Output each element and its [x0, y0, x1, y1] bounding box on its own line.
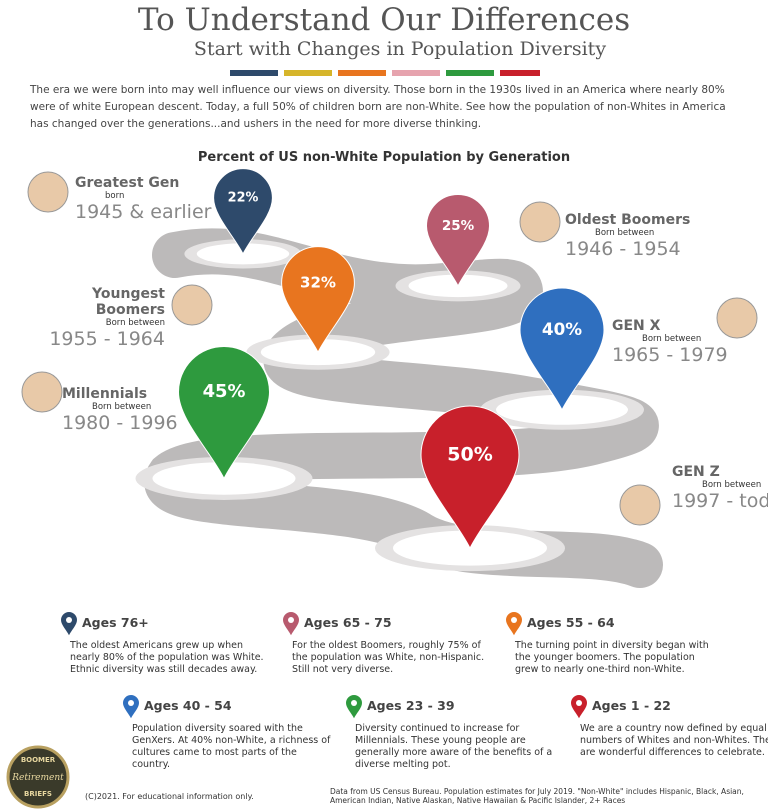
years: 1980 - 1996	[62, 412, 178, 434]
card: Ages 65 - 75 For the oldest Boomers, roug…	[282, 612, 497, 676]
card-ages: Ages 55 - 64	[527, 615, 615, 630]
logo	[6, 745, 70, 809]
card-pin-dot	[351, 700, 357, 706]
avatar	[519, 201, 561, 243]
card-text: The turning point in diversity began wit…	[515, 640, 709, 675]
card-ages: Ages 76+	[82, 615, 149, 630]
avatar	[27, 171, 69, 213]
generation-name: Millennials	[62, 386, 148, 402]
pin	[281, 246, 355, 354]
generation-label: Millennials Born between 1980 - 1996	[62, 386, 212, 434]
subtitle: Start with Changes in Population Diversi…	[193, 38, 607, 60]
years: 1997 - today	[672, 490, 768, 512]
generation-label: Oldest Boomers Born between 1946 - 1954	[565, 212, 715, 260]
years: 1945 & earlier	[75, 201, 212, 223]
avatars	[21, 171, 758, 526]
generation-label: GEN X Born between 1965 - 1979	[612, 318, 762, 366]
card-pin-dot	[511, 617, 517, 623]
card-pin	[123, 695, 139, 719]
color-strip	[446, 70, 494, 76]
avatar	[716, 297, 758, 339]
card: Ages 55 - 64 The turning point in diversi…	[505, 612, 720, 676]
card-pin-dot	[576, 700, 582, 706]
pin	[213, 168, 273, 255]
card-ages: Ages 65 - 75	[304, 615, 392, 630]
card-text: Diversity continued to increase for Mill…	[355, 723, 553, 770]
card-text: For the oldest Boomers, roughly 75% of t…	[292, 640, 485, 675]
generation-name: GEN Z	[672, 464, 720, 480]
born-label: Born between	[642, 334, 702, 344]
card-pin-dot	[288, 617, 294, 623]
copyright: (C)2021. For educational information onl…	[85, 792, 254, 801]
card-pin	[506, 612, 522, 636]
color-strip	[500, 70, 540, 76]
card-pin	[571, 695, 587, 719]
card-pin	[346, 695, 362, 719]
card-ages: Ages 40 - 54	[144, 698, 232, 713]
generation-name: Greatest Gen	[75, 175, 180, 191]
logo-text: BRIEFS	[24, 790, 52, 798]
pin	[420, 405, 520, 550]
years: 1955 - 1964	[49, 328, 165, 350]
card-text: We are a country now defined by equal nu…	[580, 723, 768, 758]
generation-name: GEN X	[612, 318, 661, 334]
card: Ages 1 - 22 We are a country now defined …	[570, 695, 768, 759]
color-strip	[392, 70, 440, 76]
value-label: 50%	[447, 444, 492, 466]
value-label: 45%	[203, 381, 246, 402]
avatar	[619, 484, 661, 526]
color-strip	[338, 70, 386, 76]
value-label: 32%	[300, 274, 336, 292]
value-label: 22%	[228, 191, 259, 206]
card-ages: Ages 23 - 39	[367, 698, 455, 713]
generation-label: Greatest Gen born 1945 & earlier	[75, 175, 225, 223]
color-strip	[230, 70, 278, 76]
value-label: 25%	[442, 218, 475, 234]
generation-label: Youngest Boomers Born between 1955 - 1964	[25, 286, 165, 350]
years: 1946 - 1954	[565, 238, 681, 260]
born-label: born	[105, 191, 125, 201]
chart-title: Percent of US non-White Population by Ge…	[197, 150, 571, 165]
born-label: Born between	[702, 480, 762, 490]
born-label: Born between	[105, 318, 165, 328]
logo-text: BOOMER	[21, 756, 56, 764]
card-text: Population diversity soared with the Gen…	[132, 723, 331, 770]
intro: The era we were born into may well influ…	[30, 84, 726, 130]
born-label: Born between	[595, 228, 655, 238]
pin	[425, 194, 491, 287]
logo-text: Retirement	[11, 773, 64, 783]
card-pin-dot	[128, 700, 134, 706]
card-pin	[61, 612, 77, 636]
card-ages: Ages 1 - 22	[592, 698, 671, 713]
value-label: 40%	[542, 319, 582, 339]
generation-name: Oldest Boomers	[565, 212, 691, 228]
card-text: The oldest Americans grew up when nearly…	[70, 640, 264, 675]
title: To Understand Our Differences	[137, 2, 631, 38]
generation-name: Youngest Boomers	[92, 286, 165, 318]
source: Data from US Census Bureau. Population e…	[330, 787, 744, 805]
card: Ages 76+ The oldest Americans grew up whe…	[60, 612, 275, 676]
card: Ages 23 - 39 Diversity continued to incre…	[345, 695, 560, 771]
pin	[519, 287, 605, 411]
card: Ages 40 - 54 Population diversity soared …	[122, 695, 337, 771]
avatar	[21, 371, 63, 413]
avatar	[171, 284, 213, 326]
card-pin-dot	[66, 617, 72, 623]
pin	[177, 346, 271, 480]
color-strip	[284, 70, 332, 76]
card-pin	[283, 612, 299, 636]
years: 1965 - 1979	[612, 344, 728, 366]
born-label: Born between	[92, 402, 152, 412]
